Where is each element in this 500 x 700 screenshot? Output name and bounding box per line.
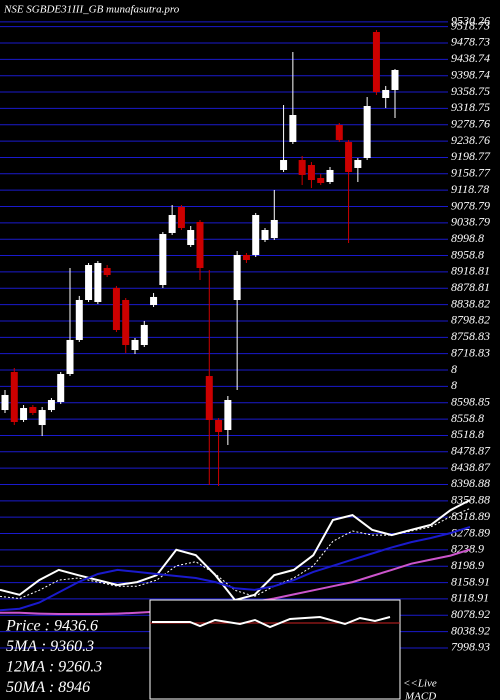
candle-body bbox=[289, 115, 297, 142]
candle-body bbox=[317, 178, 325, 183]
y-tick-label: 8078.92 bbox=[451, 607, 490, 621]
candle-body bbox=[187, 230, 195, 246]
candle-body bbox=[242, 254, 250, 261]
y-tick-label: 8398.88 bbox=[451, 476, 490, 490]
macd-line bbox=[152, 615, 391, 629]
chart-title: NSE SGBDE31III_GB munafasutra.pro bbox=[3, 4, 180, 16]
y-tick-label: 9198.77 bbox=[451, 149, 491, 163]
macd-label: <<Live bbox=[403, 678, 437, 690]
candle-body bbox=[307, 165, 315, 181]
y-tick-label: 8158.91 bbox=[451, 574, 490, 588]
candle-body bbox=[75, 300, 83, 340]
candle-body bbox=[215, 419, 223, 433]
y-tick-label: 8718.83 bbox=[451, 345, 490, 359]
candle-body bbox=[382, 89, 390, 98]
candle-body bbox=[10, 371, 18, 422]
candle-body bbox=[38, 410, 46, 426]
y-tick-label: 8958.8 bbox=[451, 247, 484, 261]
candle-body bbox=[345, 141, 353, 172]
candle-body bbox=[140, 324, 148, 346]
ma-annotation: 50MA : 8946 bbox=[6, 679, 90, 696]
candle-body bbox=[372, 32, 380, 92]
ma-line bbox=[0, 508, 471, 600]
y-tick-label: 8798.82 bbox=[451, 313, 490, 327]
y-tick-label: 8 bbox=[451, 362, 457, 376]
candle-body bbox=[205, 376, 213, 420]
y-tick-label: 8878.81 bbox=[451, 280, 490, 294]
candle-body bbox=[94, 263, 102, 303]
candle-body bbox=[335, 124, 343, 140]
candle-body bbox=[20, 408, 28, 420]
ma-annotation: 5MA : 9360.3 bbox=[6, 638, 94, 655]
candle-body bbox=[47, 400, 55, 411]
candle-body bbox=[168, 215, 176, 233]
y-tick-label: 8758.83 bbox=[451, 329, 490, 343]
grid bbox=[0, 21, 448, 649]
y-tick-label: 9318.75 bbox=[451, 100, 490, 114]
candle-body bbox=[280, 160, 288, 170]
y-tick-label: 8918.81 bbox=[451, 264, 490, 278]
y-tick-label: 8278.89 bbox=[451, 525, 490, 539]
y-tick-label: 9530.26 bbox=[451, 14, 490, 28]
y-tick-label: 9038.79 bbox=[451, 215, 490, 229]
candle-body bbox=[112, 287, 120, 331]
candle-body bbox=[326, 169, 334, 183]
candle-body bbox=[103, 267, 111, 276]
candle-body bbox=[122, 300, 130, 346]
y-tick-label: 8558.8 bbox=[451, 411, 484, 425]
y-tick-label: 8998.8 bbox=[451, 231, 484, 245]
y-tick-label: 8318.89 bbox=[451, 509, 490, 523]
y-tick-label: 8358.88 bbox=[451, 493, 490, 507]
y-tick-label: 8118.91 bbox=[451, 591, 489, 605]
candle-body bbox=[29, 406, 37, 414]
candle-body bbox=[131, 339, 139, 350]
candle-body bbox=[261, 230, 269, 240]
ma-annotation: 12MA : 9260.3 bbox=[6, 659, 102, 676]
y-tick-label: 8438.87 bbox=[451, 460, 491, 474]
candle-body bbox=[298, 160, 306, 175]
candle-body bbox=[57, 373, 65, 403]
macd-panel bbox=[149, 599, 401, 700]
y-tick-label: 9518.73 bbox=[451, 18, 490, 32]
candle-body bbox=[66, 339, 74, 374]
macd-label: MACD bbox=[404, 691, 436, 700]
candle-body bbox=[159, 234, 167, 285]
y-tick-label: 9478.73 bbox=[451, 35, 490, 49]
candle-body bbox=[252, 215, 260, 255]
y-tick-label: 9278.76 bbox=[451, 117, 490, 131]
candle-body bbox=[354, 160, 362, 168]
y-tick-label: 9158.77 bbox=[451, 166, 491, 180]
y-tick-label: 8838.82 bbox=[451, 296, 490, 310]
y-tick-label: 8518.8 bbox=[451, 427, 484, 441]
ma-annotation: Price : 9436.6 bbox=[5, 618, 98, 635]
candle-body bbox=[270, 219, 278, 239]
candle-body bbox=[233, 254, 241, 300]
y-tick-label: 8478.87 bbox=[451, 444, 491, 458]
y-tick-label: 9358.75 bbox=[451, 84, 490, 98]
y-tick-label: 9238.76 bbox=[451, 133, 490, 147]
y-tick-label: 8038.92 bbox=[451, 623, 490, 637]
candle-body bbox=[224, 400, 232, 431]
y-tick-label: 7998.93 bbox=[451, 640, 490, 654]
candle-body bbox=[85, 265, 93, 300]
y-tick-label: 9118.78 bbox=[451, 182, 489, 196]
candle-body bbox=[363, 106, 371, 159]
y-tick-label: 8198.9 bbox=[451, 558, 484, 572]
candle-body bbox=[177, 206, 185, 229]
y-tick-label: 9078.79 bbox=[451, 198, 490, 212]
ma-line bbox=[0, 525, 471, 612]
candle-body bbox=[391, 69, 399, 90]
candle-body bbox=[196, 221, 204, 268]
y-tick-label: 8598.85 bbox=[451, 394, 490, 408]
y-tick-label: 8 bbox=[451, 378, 457, 392]
candle-body bbox=[1, 395, 9, 411]
y-tick-label: 9438.74 bbox=[451, 51, 490, 65]
y-tick-label: 9398.74 bbox=[451, 67, 490, 81]
candle-body bbox=[150, 296, 158, 305]
